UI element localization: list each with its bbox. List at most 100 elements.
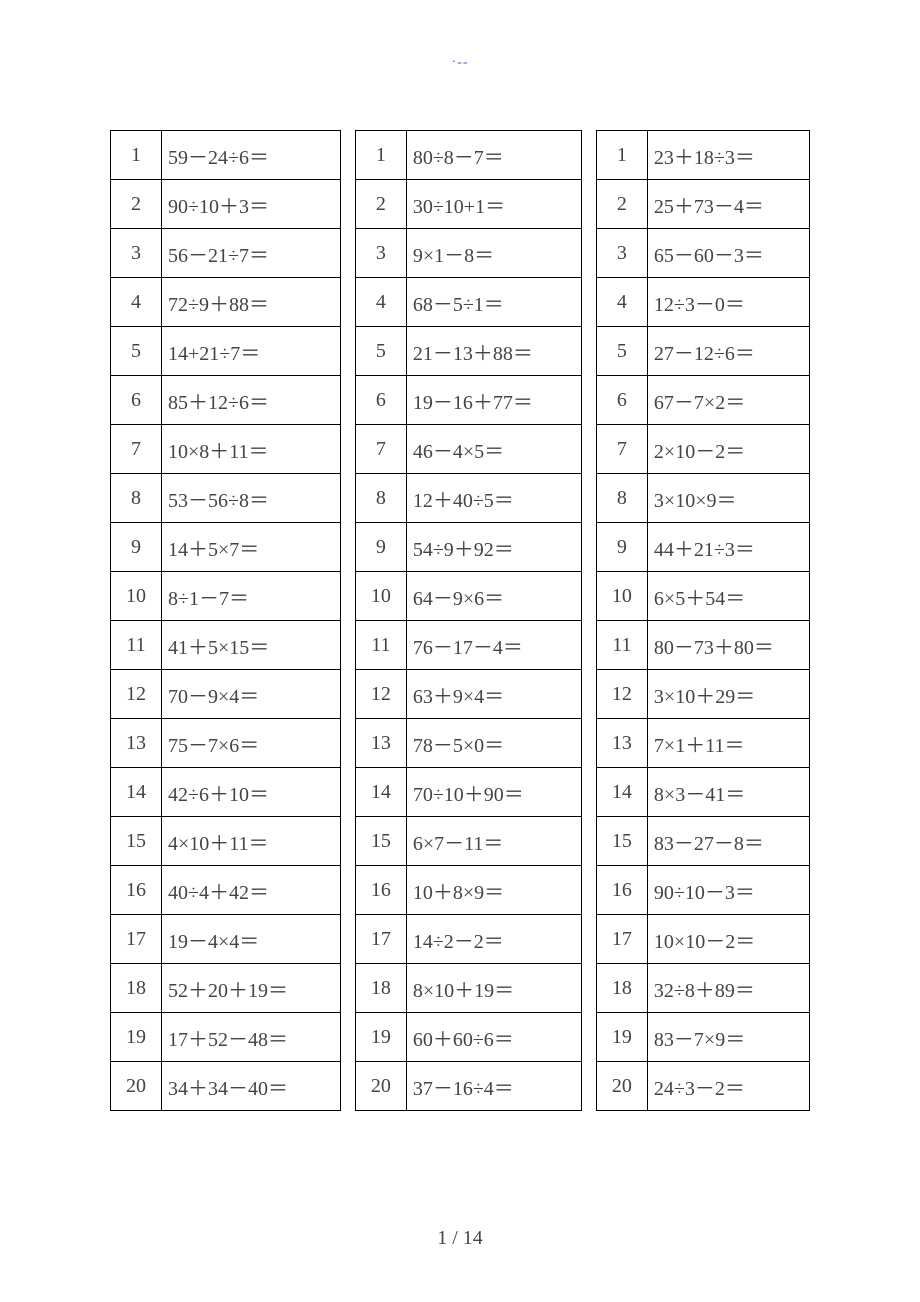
table-row: 1176－17－4＝ xyxy=(355,621,581,670)
table-row: 356－21÷7＝ xyxy=(111,229,341,278)
expression-cell: 41＋5×15＝ xyxy=(162,621,341,670)
expression-cell: 83－27－8＝ xyxy=(647,817,809,866)
table-row: 1583－27－8＝ xyxy=(596,817,809,866)
expression-cell: 70÷10＋90＝ xyxy=(406,768,581,817)
table-row: 954÷9＋92＝ xyxy=(355,523,581,572)
row-number: 1 xyxy=(355,131,406,180)
row-number: 7 xyxy=(111,425,162,474)
table-row: 1270－9×4＝ xyxy=(111,670,341,719)
row-number: 19 xyxy=(111,1013,162,1062)
expression-cell: 3×10＋29＝ xyxy=(647,670,809,719)
expression-cell: 67－7×2＝ xyxy=(647,376,809,425)
row-number: 3 xyxy=(111,229,162,278)
row-number: 16 xyxy=(355,866,406,915)
expression-cell: 32÷8＋89＝ xyxy=(647,964,809,1013)
row-number: 8 xyxy=(596,474,647,523)
expression-cell: 68－5÷1＝ xyxy=(406,278,581,327)
expression-cell: 10×10－2＝ xyxy=(647,915,809,964)
table-row: 290÷10＋3＝ xyxy=(111,180,341,229)
expression-cell: 10＋8×9＝ xyxy=(406,866,581,915)
row-number: 13 xyxy=(111,719,162,768)
table-row: 1832÷8＋89＝ xyxy=(596,964,809,1013)
table-row: 1180－73＋80＝ xyxy=(596,621,809,670)
expression-cell: 59－24÷6＝ xyxy=(162,131,341,180)
row-number: 18 xyxy=(111,964,162,1013)
expression-cell: 53－56÷8＝ xyxy=(162,474,341,523)
row-number: 8 xyxy=(111,474,162,523)
expression-cell: 19－16＋77＝ xyxy=(406,376,581,425)
table-row: 2037－16÷4＝ xyxy=(355,1062,581,1111)
row-number: 17 xyxy=(355,915,406,964)
expression-cell: 60＋60÷6＝ xyxy=(406,1013,581,1062)
row-number: 20 xyxy=(596,1062,647,1111)
expression-cell: 54÷9＋92＝ xyxy=(406,523,581,572)
row-number: 5 xyxy=(111,327,162,376)
expression-cell: 64－9×6＝ xyxy=(406,572,581,621)
table-row: 1470÷10＋90＝ xyxy=(355,768,581,817)
expression-cell: 76－17－4＝ xyxy=(406,621,581,670)
table-row: 468－5÷1＝ xyxy=(355,278,581,327)
row-number: 7 xyxy=(355,425,406,474)
table-row: 1719－4×4＝ xyxy=(111,915,341,964)
table-row: 1710×10－2＝ xyxy=(596,915,809,964)
expression-cell: 6×5＋54＝ xyxy=(647,572,809,621)
table-row: 944＋21÷3＝ xyxy=(596,523,809,572)
row-number: 17 xyxy=(596,915,647,964)
expression-cell: 42÷6＋10＝ xyxy=(162,768,341,817)
expression-cell: 80÷8－7＝ xyxy=(406,131,581,180)
table-column-1: 159－24÷6＝290÷10＋3＝356－21÷7＝472÷9＋88＝514+… xyxy=(110,130,341,1111)
row-number: 2 xyxy=(355,180,406,229)
row-number: 7 xyxy=(596,425,647,474)
row-number: 16 xyxy=(111,866,162,915)
table-row: 619－16＋77＝ xyxy=(355,376,581,425)
expression-cell: 46－4×5＝ xyxy=(406,425,581,474)
expression-cell: 3×10×9＝ xyxy=(647,474,809,523)
row-number: 12 xyxy=(111,670,162,719)
row-number: 1 xyxy=(596,131,647,180)
row-number: 11 xyxy=(111,621,162,670)
table-row: 1378－5×0＝ xyxy=(355,719,581,768)
row-number: 15 xyxy=(111,817,162,866)
row-number: 12 xyxy=(596,670,647,719)
table-row: 72×10－2＝ xyxy=(596,425,809,474)
expression-cell: 19－4×4＝ xyxy=(162,915,341,964)
table-row: 180÷8－7＝ xyxy=(355,131,581,180)
expression-cell: 23＋18÷3＝ xyxy=(647,131,809,180)
row-number: 18 xyxy=(596,964,647,1013)
row-number: 4 xyxy=(111,278,162,327)
expression-cell: 56－21÷7＝ xyxy=(162,229,341,278)
expression-cell: 90÷10＋3＝ xyxy=(162,180,341,229)
table-row: 1714÷2－2＝ xyxy=(355,915,581,964)
table-row: 1983－7×9＝ xyxy=(596,1013,809,1062)
expression-cell: 65－60－3＝ xyxy=(647,229,809,278)
row-number: 1 xyxy=(111,131,162,180)
row-number: 19 xyxy=(355,1013,406,1062)
row-number: 4 xyxy=(355,278,406,327)
expression-cell: 10×8＋11＝ xyxy=(162,425,341,474)
table-row: 156×7－11＝ xyxy=(355,817,581,866)
row-number: 3 xyxy=(355,229,406,278)
row-number: 11 xyxy=(355,621,406,670)
expression-cell: 7×1＋11＝ xyxy=(647,719,809,768)
row-number: 9 xyxy=(596,523,647,572)
expression-cell: 83－7×9＝ xyxy=(647,1013,809,1062)
expression-cell: 78－5×0＝ xyxy=(406,719,581,768)
table-row: 667－7×2＝ xyxy=(596,376,809,425)
expression-cell: 8×10＋19＝ xyxy=(406,964,581,1013)
row-number: 4 xyxy=(596,278,647,327)
expression-cell: 44＋21÷3＝ xyxy=(647,523,809,572)
row-number: 6 xyxy=(596,376,647,425)
table-row: 412÷3－0＝ xyxy=(596,278,809,327)
row-number: 8 xyxy=(355,474,406,523)
table-row: 1141＋5×15＝ xyxy=(111,621,341,670)
table-row: 1064－9×6＝ xyxy=(355,572,581,621)
header-mark: ·-- xyxy=(0,55,920,71)
expression-cell: 30÷10+1＝ xyxy=(406,180,581,229)
row-number: 6 xyxy=(355,376,406,425)
expression-cell: 37－16÷4＝ xyxy=(406,1062,581,1111)
expression-cell: 14＋5×7＝ xyxy=(162,523,341,572)
table-row: 123×10＋29＝ xyxy=(596,670,809,719)
expression-cell: 85＋12÷6＝ xyxy=(162,376,341,425)
expression-cell: 4×10＋11＝ xyxy=(162,817,341,866)
table-row: 853－56÷8＝ xyxy=(111,474,341,523)
